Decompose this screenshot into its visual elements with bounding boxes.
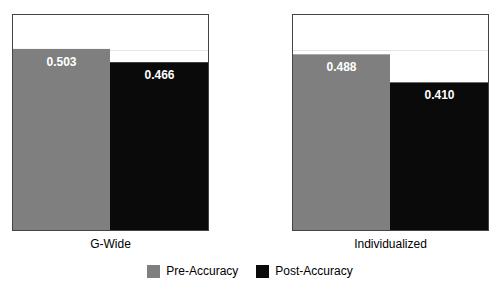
svg-text:0.410: 0.410 xyxy=(424,88,454,102)
svg-text:0.466: 0.466 xyxy=(144,68,174,82)
svg-text:0.503: 0.503 xyxy=(46,55,76,69)
html-text:Post-Accuracy: Post-Accuracy xyxy=(275,264,353,278)
svg-text:0.488: 0.488 xyxy=(326,60,356,74)
svg-text:G-Wide: G-Wide xyxy=(90,237,131,251)
html-text:Pre-Accuracy: Pre-Accuracy xyxy=(166,264,239,278)
svg-text:Individualized: Individualized xyxy=(354,237,427,251)
